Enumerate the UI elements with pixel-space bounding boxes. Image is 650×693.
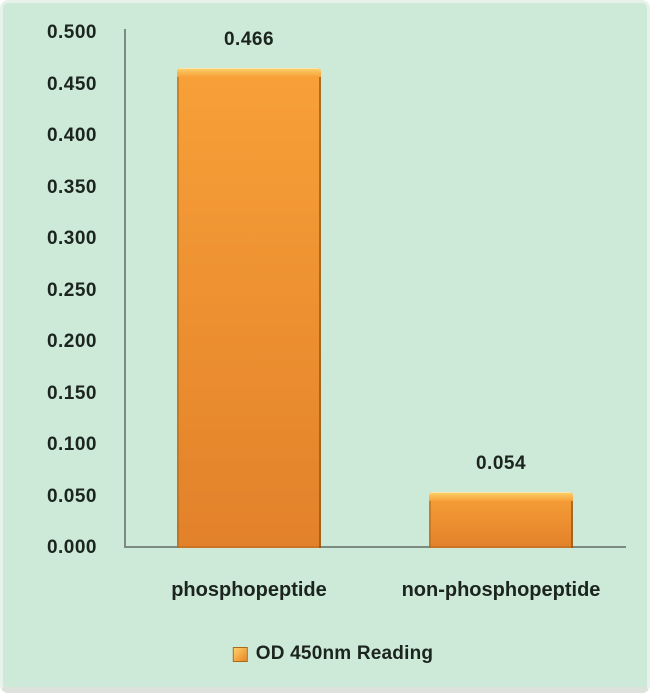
y-tick-label: 0.500 [46,22,97,43]
x-axis-line [124,546,626,548]
bar-value-label-non-phosphopeptide: 0.054 [475,453,527,474]
legend-label: OD 450nm Reading [255,643,434,664]
y-tick-label: 0.400 [46,125,97,146]
y-tick-label: 0.200 [46,331,97,352]
y-tick-label: 0.250 [46,279,97,301]
bar-non-phosphopeptide [429,492,573,548]
category-label-non-phosphopeptide: non-phosphopeptide [401,579,601,601]
y-tick-label: 0.100 [46,434,97,455]
bar-value-label-phosphopeptide: 0.466 [223,29,275,50]
y-axis-line [124,29,126,547]
bar-bevel-highlight [429,492,573,501]
y-tick-label: 0.350 [46,176,97,198]
plot-area: 0.500 0.450 0.400 0.350 0.300 0.250 0.200 0.150… [3,3,647,687]
y-tick-label: 0.000 [46,537,97,558]
category-label-phosphopeptide: phosphopeptide [171,579,327,601]
y-tick-label: 0.050 [46,485,97,507]
legend-marker-icon [232,646,248,662]
y-tick-label: 0.150 [46,382,97,404]
bar-phosphopeptide [177,68,321,548]
legend: OD 450nm Reading [232,643,434,665]
y-tick-label: 0.450 [46,73,97,95]
y-tick-label: 0.300 [46,228,97,249]
bar-bevel-highlight [177,68,321,77]
